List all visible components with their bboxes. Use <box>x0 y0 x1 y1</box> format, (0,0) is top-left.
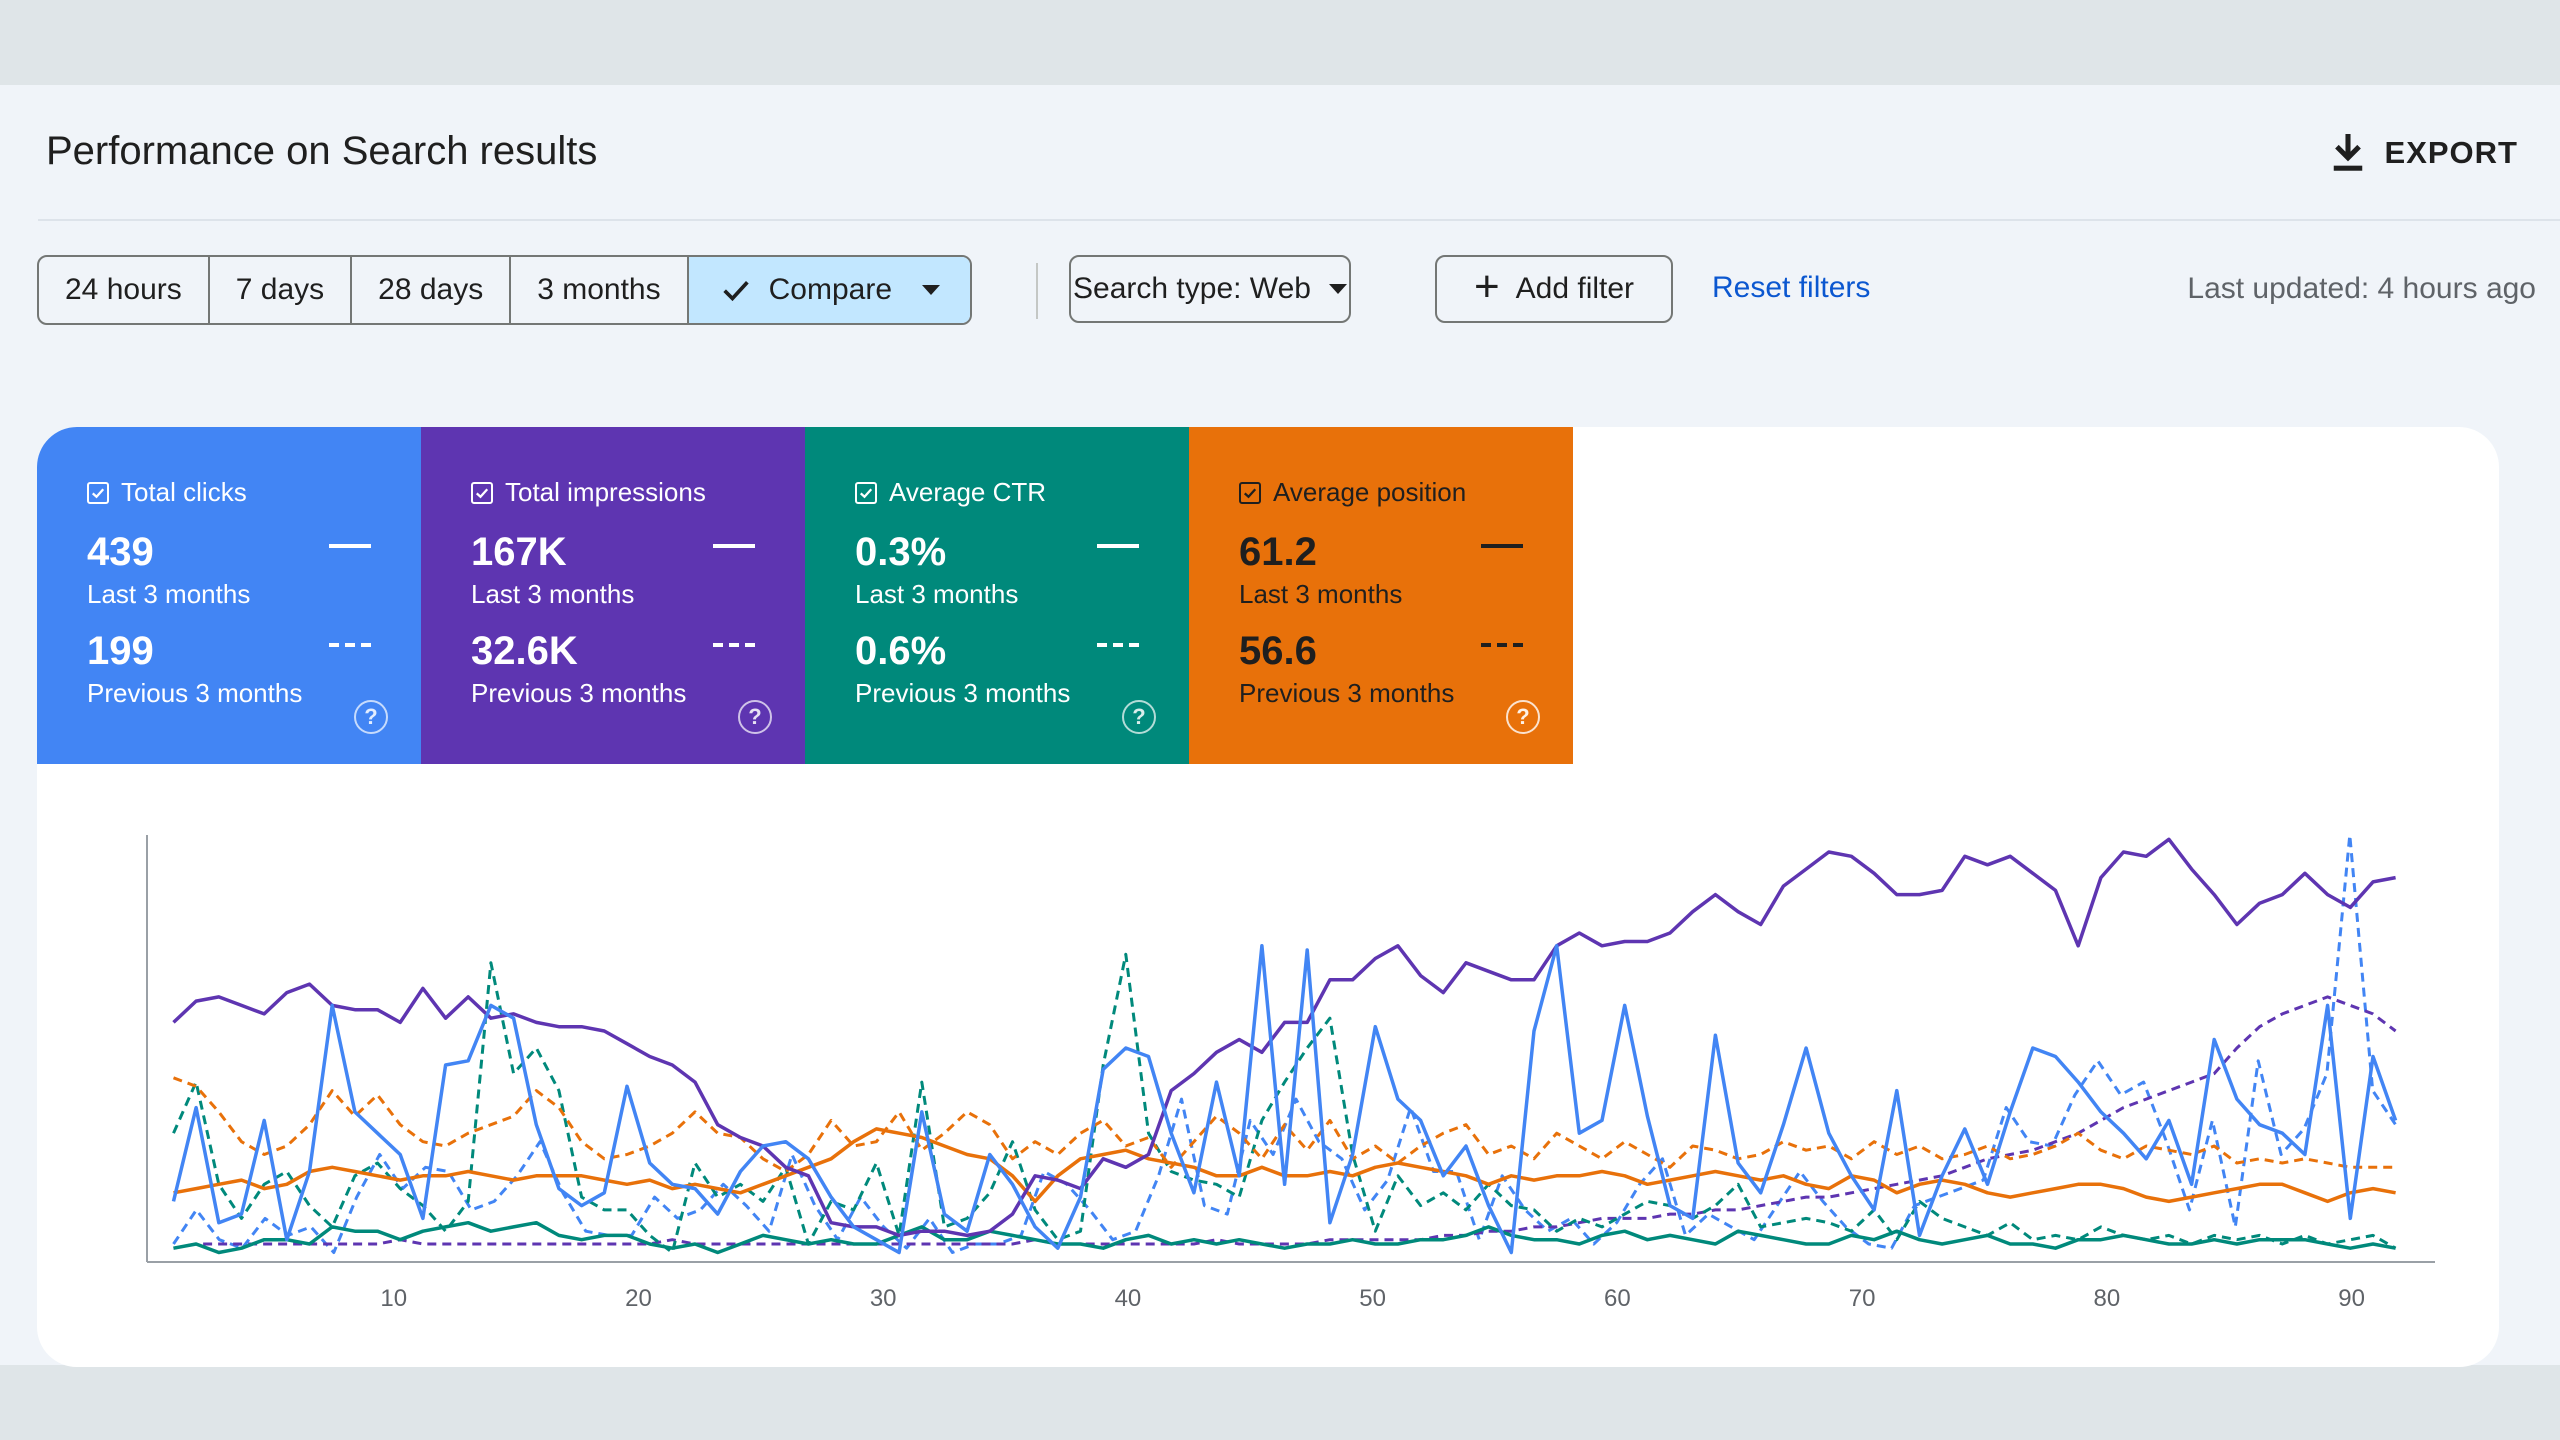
metric-previous-value: 0.6% <box>855 629 947 673</box>
range-7-days[interactable]: 7 days <box>210 257 353 323</box>
checkbox-icon[interactable] <box>855 481 877 504</box>
metric-label: Average position <box>1273 477 1467 507</box>
solid-line-key <box>1481 544 1523 548</box>
metric-value: 0.3% <box>855 530 947 574</box>
compare-label: Compare <box>768 273 893 306</box>
help-circle-icon[interactable]: ? <box>354 700 388 734</box>
help-circle-icon[interactable]: ? <box>1122 700 1156 734</box>
x-tick-label: 60 <box>1604 1285 1631 1312</box>
x-tick-label: 70 <box>1849 1285 1876 1312</box>
series-line-position <box>173 1127 2396 1204</box>
metric-previous-value: 32.6K <box>471 629 578 673</box>
series-line-position-prev <box>172 1076 2396 1173</box>
metric-previous-period: Previous 3 months <box>1239 678 1455 708</box>
series-line-impressions-prev <box>173 995 2397 1250</box>
export-label: EXPORT <box>2384 135 2518 170</box>
dropdown-caret-icon <box>922 285 941 295</box>
metric-label: Total impressions <box>505 477 706 507</box>
x-tick-label: 20 <box>625 1285 652 1312</box>
x-tick-label: 30 <box>870 1285 897 1312</box>
checkbox-icon[interactable] <box>87 481 109 504</box>
metric-period: Last 3 months <box>855 579 1019 609</box>
checkbox-icon[interactable] <box>1239 481 1261 504</box>
add-filter-label: Add filter <box>1515 272 1635 305</box>
metric-previous-period: Previous 3 months <box>855 678 1071 708</box>
dashed-line-key <box>1481 643 1523 647</box>
performance-chart: 10 20 30 40 50 60 70 80 90 <box>146 833 2435 1312</box>
series-line-ctr <box>173 1220 2396 1255</box>
toolbar: 24 hours 7 days 28 days 3 months Compare… <box>0 255 2560 325</box>
metric-previous-period: Previous 3 months <box>87 678 303 708</box>
header: Performance on Search results EXPORT <box>0 85 2560 221</box>
metric-tiles: Total clicks 439 Last 3 months 199 Previ… <box>37 427 1573 764</box>
compare-button[interactable]: Compare <box>688 257 971 323</box>
last-updated-text: Last updated: 4 hours ago <box>2187 272 2536 305</box>
date-range-selector: 24 hours 7 days 28 days 3 months Compare <box>37 255 973 325</box>
x-tick-label: 50 <box>1359 1285 1386 1312</box>
metric-previous-value: 199 <box>87 629 154 673</box>
metric-average-position[interactable]: Average position 61.2 Last 3 months 56.6… <box>1189 427 1573 764</box>
header-divider <box>38 219 2560 221</box>
metric-value: 439 <box>87 530 154 574</box>
metric-average-ctr[interactable]: Average CTR 0.3% Last 3 months 0.6% Prev… <box>805 427 1189 764</box>
reset-filters-link[interactable]: Reset filters <box>1712 271 1871 304</box>
dropdown-caret-icon <box>1328 284 1347 294</box>
plus-icon: + <box>1473 262 1500 311</box>
checkbox-icon[interactable] <box>471 481 493 504</box>
x-tick-label: 40 <box>1115 1285 1142 1312</box>
performance-chart-card: 10 20 30 40 50 60 70 80 90 Total clicks 439 Last… <box>37 427 2499 1367</box>
range-24-hours[interactable]: 24 hours <box>39 257 210 323</box>
dashed-line-key <box>1097 643 1139 647</box>
series-line-impressions <box>172 837 2396 1238</box>
metric-period: Last 3 months <box>471 579 635 609</box>
solid-line-key <box>329 544 371 548</box>
solid-line-key <box>1097 544 1139 548</box>
dashed-line-key <box>329 643 371 647</box>
range-3-months[interactable]: 3 months <box>511 257 689 323</box>
metric-total-impressions[interactable]: Total impressions 167K Last 3 months 32.… <box>421 427 805 764</box>
search-type-dropdown[interactable]: Search type: Web <box>1069 255 1351 323</box>
series-line-ctr-prev <box>172 952 2397 1254</box>
toolbar-separator <box>1036 263 1038 319</box>
check-icon <box>722 280 749 302</box>
metric-period: Last 3 months <box>1239 579 1403 609</box>
metric-previous-value: 56.6 <box>1239 629 1317 673</box>
export-button[interactable]: EXPORT <box>2329 123 2518 183</box>
metric-total-clicks[interactable]: Total clicks 439 Last 3 months 199 Previ… <box>37 427 421 764</box>
dashed-line-key <box>713 643 755 647</box>
metric-value: 61.2 <box>1239 530 1317 574</box>
metric-value: 167K <box>471 530 567 574</box>
metric-label: Total clicks <box>121 477 247 507</box>
search-type-label: Search type: Web <box>1073 272 1311 305</box>
download-icon <box>2333 134 2362 171</box>
range-28-days[interactable]: 28 days <box>352 257 512 323</box>
x-tick-label: 10 <box>380 1285 407 1312</box>
x-tick-label: 80 <box>2093 1285 2120 1312</box>
help-circle-icon[interactable]: ? <box>1506 700 1540 734</box>
metric-previous-period: Previous 3 months <box>471 678 687 708</box>
help-circle-icon[interactable]: ? <box>738 700 772 734</box>
metric-period: Last 3 months <box>87 579 251 609</box>
solid-line-key <box>713 544 755 548</box>
metric-label: Average CTR <box>889 477 1047 507</box>
add-filter-button[interactable]: + Add filter <box>1435 255 1673 323</box>
x-tick-label: 90 <box>2338 1285 2365 1312</box>
series-line-clicks <box>171 944 2398 1255</box>
page-title: Performance on Search results <box>46 129 598 173</box>
